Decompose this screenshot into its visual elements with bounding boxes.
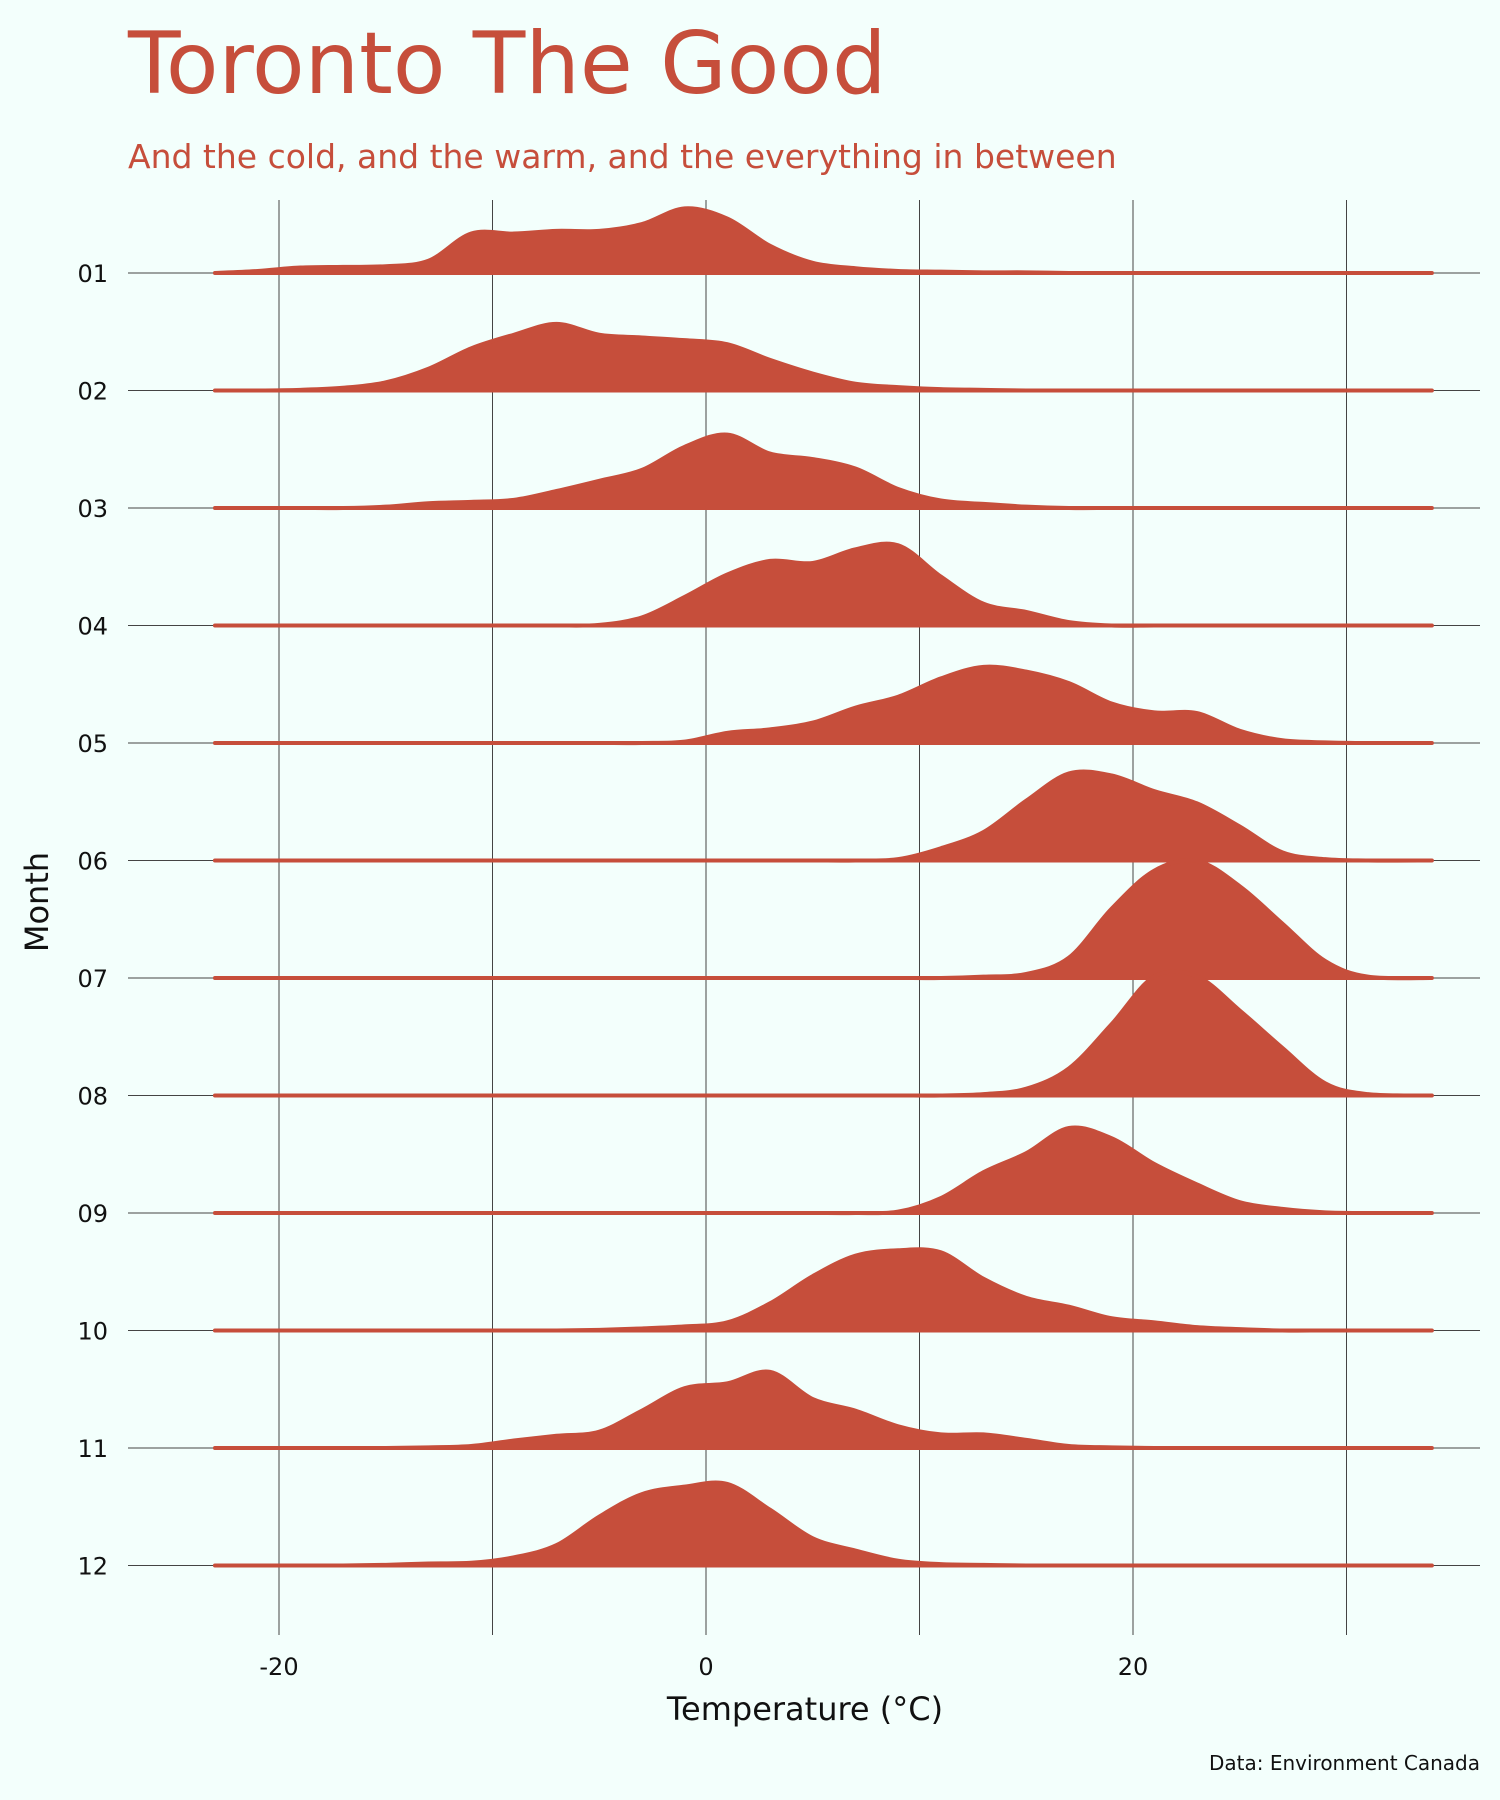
axis-labels: -20 0 20 01 02 03 04 05 06 07 08 09 10 11 12 <box>77 260 1148 1681</box>
y-tick-label: 04 <box>77 613 108 641</box>
x-axis-title: Temperature (°C) <box>666 1690 943 1728</box>
y-tick-label: 11 <box>77 1435 108 1463</box>
ridge-month-12 <box>212 1480 1434 1568</box>
y-tick-label: 01 <box>77 260 108 288</box>
ridge-month-05 <box>212 664 1434 746</box>
ridge-month-04 <box>212 541 1434 628</box>
x-tick-label: 0 <box>698 1653 713 1681</box>
y-tick-label: 02 <box>77 378 108 406</box>
y-tick-label: 09 <box>77 1200 108 1228</box>
y-tick-label: 08 <box>77 1083 108 1111</box>
ridge-month-07 <box>212 858 1434 981</box>
y-axis-title: Month <box>18 852 56 952</box>
y-tick-label: 06 <box>77 848 108 876</box>
ridge-month-11 <box>212 1369 1434 1451</box>
ridge-month-01 <box>212 206 1434 276</box>
y-tick-label: 07 <box>77 965 108 993</box>
ridge-month-10 <box>212 1247 1434 1333</box>
y-tick-label: 05 <box>77 730 108 758</box>
ridge-month-09 <box>212 1125 1434 1216</box>
y-tick-label: 12 <box>77 1553 108 1581</box>
data-source-caption: Data: Environment Canada <box>1209 1751 1480 1775</box>
x-tick-label: -20 <box>259 1653 298 1681</box>
chart-subtitle: And the cold, and the warm, and the ever… <box>128 137 1117 176</box>
y-tick-label: 03 <box>77 495 108 523</box>
ridge-month-02 <box>212 321 1434 393</box>
ridge-month-06 <box>212 769 1434 863</box>
ridge-month-08 <box>212 969 1434 1098</box>
ridges <box>212 206 1434 1568</box>
chart-title: Toronto The Good <box>127 14 887 114</box>
y-tick-label: 10 <box>77 1318 108 1346</box>
x-tick-label: 20 <box>1118 1653 1149 1681</box>
ridge-month-03 <box>212 432 1434 511</box>
